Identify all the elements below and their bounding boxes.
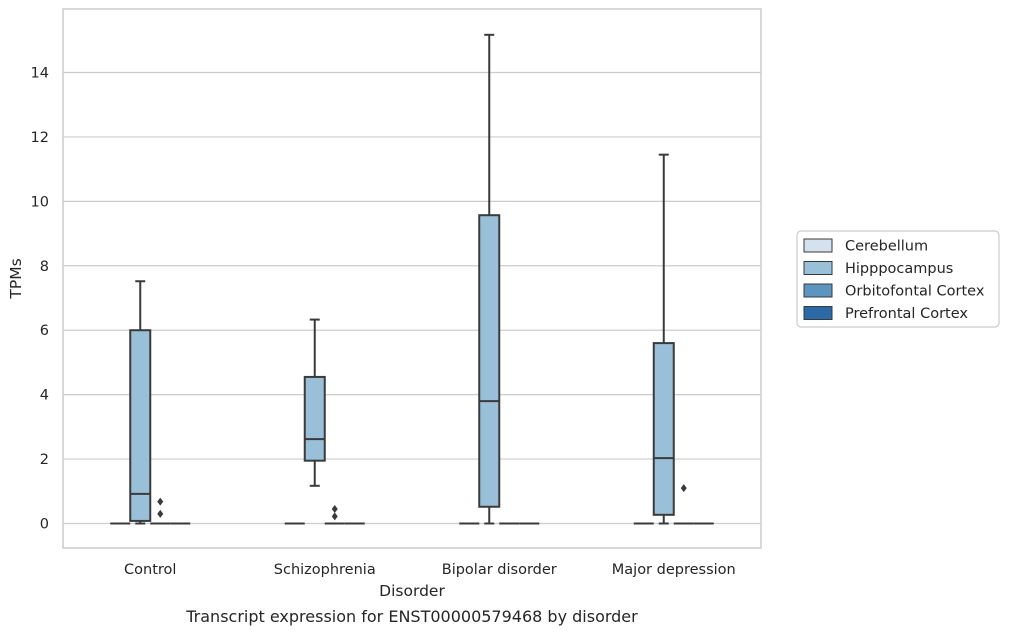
box-0-1	[129, 280, 152, 525]
y-tick-label: 6	[40, 323, 49, 339]
x-tick-label: Control	[124, 562, 176, 578]
box-2-1	[478, 33, 501, 525]
box-1-2	[324, 505, 345, 525]
outlier-point	[157, 509, 164, 518]
gridlines	[63, 71, 761, 525]
box-1-1	[303, 318, 326, 487]
outlier-point	[680, 484, 687, 493]
y-tick-label: 12	[31, 130, 49, 146]
y-tick-label: 0	[40, 517, 49, 533]
y-tick-label: 8	[40, 259, 49, 275]
box-3-1	[652, 153, 675, 525]
box-body	[652, 342, 675, 516]
y-axis-title: TPMs	[7, 258, 25, 299]
legend-swatch	[803, 261, 833, 275]
outlier-point	[157, 497, 164, 506]
y-tick-label: 14	[31, 66, 49, 82]
legend-swatch	[803, 306, 833, 320]
x-tick-label: Schizophrenia	[274, 562, 376, 578]
x-tick-label: Bipolar disorder	[442, 562, 557, 578]
box-3-2	[673, 484, 694, 525]
legend-label: Cerebellum	[845, 239, 928, 255]
legend: Cerebellum Hipppocampus Orbitofontal Corte…	[796, 230, 1000, 328]
x-tick-label: Major depression	[612, 562, 736, 578]
legend-label: Prefrontal Cortex	[845, 306, 968, 322]
outlier-point	[331, 505, 338, 514]
legend-label: Orbitofontal Cortex	[845, 284, 985, 300]
box-body	[303, 375, 326, 462]
y-tick-label: 10	[31, 194, 49, 210]
plot-border	[62, 8, 762, 549]
y-tick-label: 4	[40, 388, 49, 404]
legend-label: Hipppocampus	[845, 261, 953, 277]
x-axis-title: Disorder	[379, 582, 445, 600]
tick-labels: 0 2 4 6 8 10 12 14 Control Schizophrenia Bipolar d…	[31, 66, 736, 579]
box-body	[129, 329, 152, 522]
box-0-2	[150, 497, 171, 525]
plot-frame	[62, 8, 762, 549]
boxes-layer	[110, 33, 714, 525]
y-tick-label: 2	[40, 452, 49, 468]
outlier-point	[331, 512, 338, 521]
legend-swatch	[803, 238, 833, 253]
box-body	[478, 214, 501, 508]
legend-box	[796, 230, 1000, 328]
legend-swatch	[803, 283, 833, 298]
chart-caption: Transcript expression for ENST0000057946…	[185, 607, 638, 626]
